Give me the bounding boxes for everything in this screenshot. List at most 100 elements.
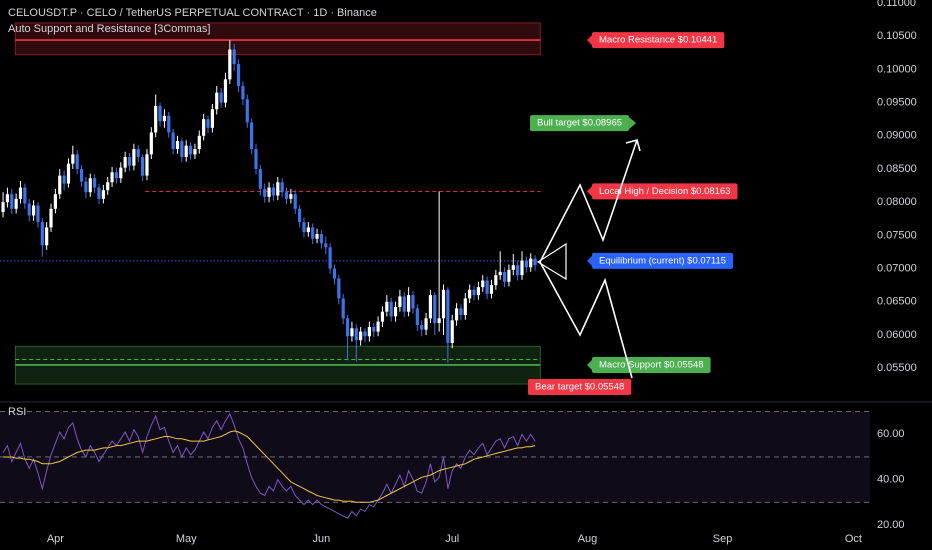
annotation-tag [592, 252, 734, 269]
candle-body [62, 175, 66, 184]
annotation-tag [592, 183, 738, 200]
candle-body [210, 109, 214, 128]
candle-body [324, 243, 328, 248]
candle-body [241, 85, 245, 100]
candle-body [27, 203, 31, 216]
candle-body [389, 301, 393, 317]
candle-body [319, 234, 323, 244]
candle-body [502, 271, 507, 282]
candle-body [88, 178, 92, 193]
candle-body [93, 178, 97, 188]
candle-body [289, 194, 293, 199]
annotation-text: Macro Resistance $0.10441 [599, 35, 717, 46]
tag-pointer [587, 359, 592, 370]
candle-body [524, 260, 528, 268]
candle-body [53, 194, 57, 209]
candle-body [468, 289, 472, 299]
candle-body [481, 280, 485, 288]
candle-body [141, 157, 145, 176]
x-tick-label: Jul [445, 533, 459, 545]
candle-body [236, 64, 241, 86]
y-tick-label: 0.06500 [877, 296, 917, 308]
candle-body [219, 92, 223, 103]
candle-body [132, 149, 136, 166]
candle-body [345, 318, 350, 337]
candle-body [228, 49, 232, 80]
y-tick-label: 0.08500 [877, 163, 917, 175]
candle-body [494, 275, 498, 286]
candle-body [171, 132, 175, 150]
candle-body [407, 295, 411, 312]
candle-body [529, 258, 533, 268]
candle-body [250, 122, 254, 150]
candle-body [119, 167, 123, 179]
candle-body [476, 287, 480, 296]
x-tick-label: Aug [578, 533, 598, 545]
candle-body [363, 331, 367, 337]
candle-body [437, 318, 441, 323]
candle-body [136, 149, 140, 158]
candle-body [472, 289, 476, 296]
y-tick-label: 0.07500 [877, 229, 917, 241]
candle-body [428, 295, 433, 319]
y-tick-label: 0.10000 [877, 63, 917, 75]
candle-body [167, 115, 171, 133]
candle-body [106, 182, 110, 191]
chart-title: CELOUSDT.P · CELO / TetherUS PERPETUAL C… [8, 7, 377, 19]
bear-projection [539, 261, 633, 379]
x-tick-label: Oct [845, 533, 862, 545]
candle-body [297, 208, 302, 223]
y-tick-label: 0.08000 [877, 196, 917, 208]
y-tick-label: 0.09500 [877, 96, 917, 108]
candle-body [188, 145, 193, 155]
candle-body [411, 295, 415, 309]
zone [14, 22, 541, 56]
candle-body [332, 268, 337, 279]
candle-body [263, 188, 267, 197]
candle-body [459, 308, 463, 316]
candle-body [184, 145, 188, 158]
candle-body [420, 324, 424, 330]
candle-body [202, 119, 206, 136]
candle-body [58, 175, 62, 195]
tag-pointer [629, 117, 637, 130]
candle-body [127, 157, 132, 166]
candle-body [454, 308, 459, 321]
candle-body [223, 79, 228, 103]
candle-body [193, 149, 197, 155]
candle-body [337, 278, 341, 299]
rsi-tick-label: 20.00 [877, 519, 905, 531]
annotation-tag [592, 32, 725, 49]
y-tick-label: 0.05500 [877, 362, 917, 374]
annotation-text: Bull target $0.08965 [537, 118, 622, 129]
candle-body [315, 234, 319, 239]
candle-body [40, 222, 44, 246]
candle-body [516, 265, 520, 276]
candle-body [489, 285, 494, 294]
candle-body [18, 187, 23, 199]
annotation-text: Macro Support $0.05548 [599, 359, 704, 370]
candle-body [101, 190, 105, 199]
tag-pointer [587, 35, 592, 46]
bull-projection [539, 139, 641, 263]
annotation: Macro Support $0.05548 [587, 356, 711, 373]
annotation-text: Local High / Decision $0.08163 [599, 186, 731, 197]
candle-body [376, 321, 380, 332]
candle-body [45, 227, 49, 246]
plot-layer: Macro Resistance $0.10441 Bull target $0.… [0, 0, 917, 545]
candle-body [31, 205, 36, 216]
annotation-tag [528, 378, 632, 395]
y-tick-label: 0.09000 [877, 130, 917, 142]
candle-body [372, 326, 376, 332]
annotation-tag [530, 115, 630, 132]
candle-body [149, 132, 153, 155]
candle-body [267, 187, 271, 197]
candle-body [97, 187, 101, 199]
annotation-text: Bear target $0.05548 [535, 381, 624, 392]
candle-body [79, 168, 84, 182]
candle-body [446, 289, 450, 343]
x-tick-label: Jun [313, 533, 331, 545]
candle-body [385, 301, 389, 312]
candle-body [180, 141, 184, 158]
candle-body [145, 154, 149, 176]
